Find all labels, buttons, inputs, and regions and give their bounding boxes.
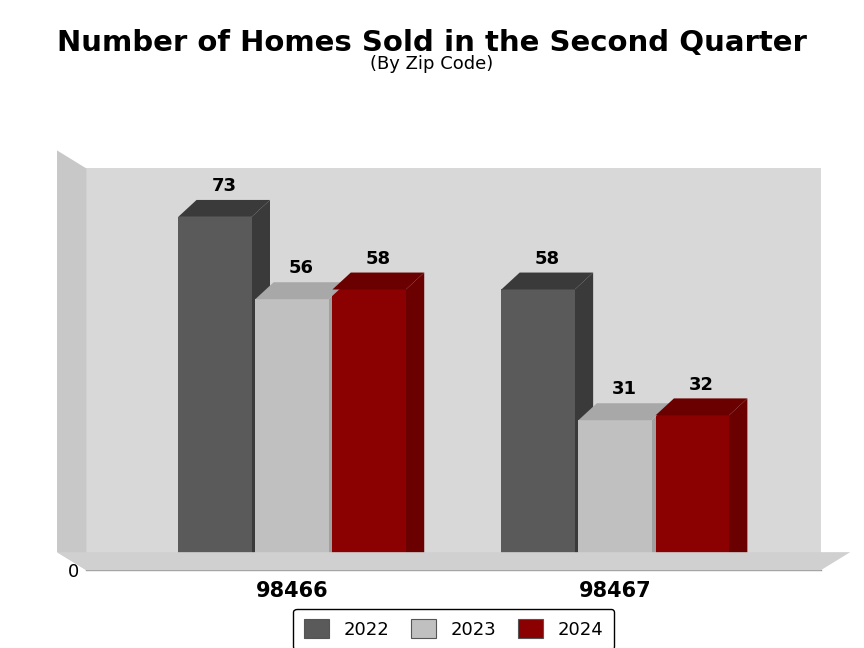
Polygon shape	[406, 273, 424, 570]
Bar	[333, 290, 406, 570]
Bar	[656, 415, 729, 570]
Text: 73: 73	[212, 177, 237, 195]
Polygon shape	[178, 200, 270, 217]
Polygon shape	[329, 283, 347, 570]
Polygon shape	[57, 552, 850, 570]
Polygon shape	[579, 403, 670, 420]
Polygon shape	[651, 403, 670, 570]
Polygon shape	[575, 273, 593, 570]
Polygon shape	[251, 200, 270, 570]
Bar	[256, 299, 329, 570]
Polygon shape	[333, 273, 424, 290]
Polygon shape	[256, 283, 347, 299]
Text: 31: 31	[612, 380, 637, 399]
Bar	[501, 290, 575, 570]
Polygon shape	[656, 399, 747, 415]
Legend: 2022, 2023, 2024: 2022, 2023, 2024	[293, 608, 614, 648]
Text: 32: 32	[689, 376, 714, 393]
Bar	[178, 217, 251, 570]
Polygon shape	[57, 150, 86, 570]
Text: 58: 58	[365, 249, 391, 268]
Bar	[579, 420, 651, 570]
Polygon shape	[501, 273, 593, 290]
Text: 56: 56	[289, 259, 314, 277]
Polygon shape	[729, 399, 747, 570]
Text: (By Zip Code): (By Zip Code)	[371, 55, 493, 73]
Text: Number of Homes Sold in the Second Quarter: Number of Homes Sold in the Second Quart…	[57, 29, 807, 57]
Text: 58: 58	[535, 249, 560, 268]
